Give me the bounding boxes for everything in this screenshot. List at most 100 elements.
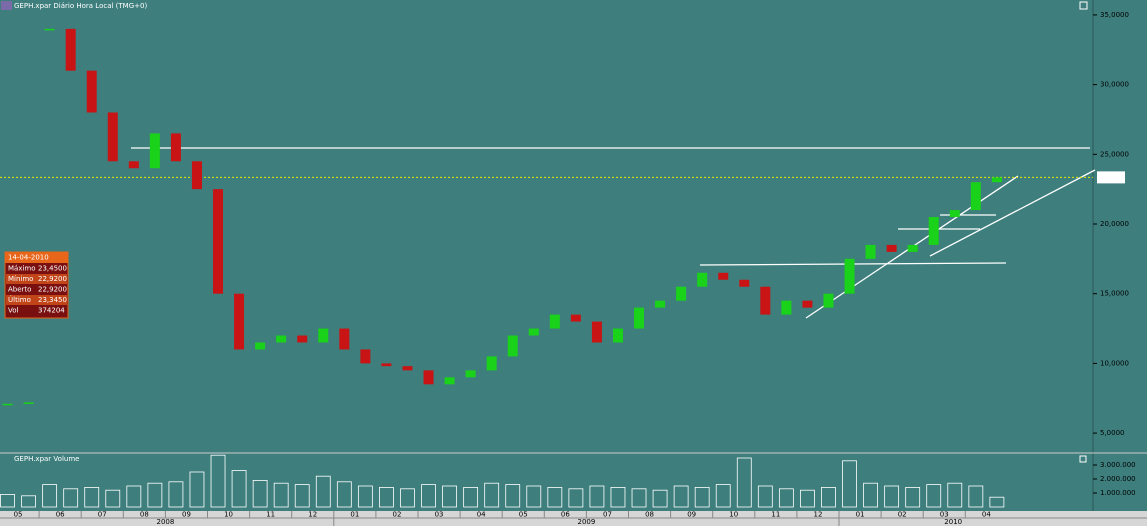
volume-bar xyxy=(63,488,79,508)
candle xyxy=(655,300,666,308)
candle xyxy=(844,258,855,294)
volume-bar xyxy=(294,484,310,508)
candle xyxy=(486,356,497,371)
candle xyxy=(907,244,918,252)
volume-bar xyxy=(442,485,457,508)
volume-bar xyxy=(484,482,500,508)
volume-bar xyxy=(189,471,205,508)
x-tick-label: 02 xyxy=(898,511,907,519)
candle xyxy=(170,133,181,162)
x-tick-label: 08 xyxy=(645,511,654,519)
candle xyxy=(760,286,771,315)
y-tick-label: 5,0000 xyxy=(1100,429,1125,437)
x-tick-label: 06 xyxy=(56,511,65,519)
candle xyxy=(549,314,560,329)
candle xyxy=(570,314,581,322)
volume-bar xyxy=(147,482,163,508)
volume-bar xyxy=(610,486,626,508)
volume-bar xyxy=(778,488,794,508)
candle xyxy=(528,328,539,336)
volume-bar xyxy=(673,485,689,508)
x-tick-label: 11 xyxy=(266,511,275,519)
y-tick-label: 30,0000 xyxy=(1100,81,1129,89)
info-label: Mínimo xyxy=(8,275,33,283)
info-panel: 14-04-2010 xyxy=(4,251,69,319)
volume-bar xyxy=(168,481,184,508)
volume-bar xyxy=(589,485,605,508)
volume-title: GEPH.xpar Volume xyxy=(14,455,79,463)
candle xyxy=(360,349,371,364)
y-tick-label: 1.000.000 xyxy=(1100,489,1136,497)
candle xyxy=(339,328,350,350)
x-tick-label: 06 xyxy=(561,511,570,519)
x-tick-label: 03 xyxy=(940,511,949,519)
candle xyxy=(191,161,202,190)
y-tick-label: 25,0000 xyxy=(1100,150,1129,158)
candle xyxy=(865,244,876,259)
x-tick-label: 02 xyxy=(392,511,401,519)
window-button[interactable] xyxy=(1079,455,1087,463)
x-tick-label: 10 xyxy=(729,511,738,519)
volume-bar xyxy=(715,484,731,508)
volume-bar xyxy=(757,485,773,508)
info-label: Último xyxy=(8,295,31,304)
volume-bar xyxy=(568,488,584,508)
volume-bar xyxy=(231,470,247,508)
x-tick-label: 05 xyxy=(14,511,23,519)
volume-bar xyxy=(842,460,857,508)
volume-bar xyxy=(42,484,58,508)
info-row-bg xyxy=(6,295,67,305)
candle xyxy=(676,286,687,301)
candle xyxy=(297,335,308,343)
x-tick-label: 03 xyxy=(435,511,444,519)
volume-bar xyxy=(631,488,647,508)
x-tick-label: 12 xyxy=(308,511,317,519)
volume-bar xyxy=(252,479,268,508)
candle xyxy=(465,370,476,378)
window-button[interactable] xyxy=(1079,1,1088,10)
volume-bar xyxy=(821,486,836,508)
candle xyxy=(86,70,97,113)
candle xyxy=(423,370,434,385)
candle xyxy=(591,321,602,343)
last-price-box xyxy=(1097,171,1125,184)
info-value: 22,9200 xyxy=(38,275,67,283)
info-label: Vol xyxy=(8,307,19,315)
candle xyxy=(234,293,245,350)
trendline xyxy=(929,169,1096,257)
volume-bar xyxy=(421,484,436,508)
volume-bar xyxy=(905,486,921,508)
candle xyxy=(991,177,1002,183)
candle xyxy=(949,210,960,218)
x-tick-label: 01 xyxy=(350,511,359,519)
x-tick-label: 07 xyxy=(603,511,612,519)
volume-bar xyxy=(884,485,900,508)
volume-bar xyxy=(336,481,352,508)
candle xyxy=(318,328,329,343)
icon xyxy=(1,1,12,10)
volume-bar xyxy=(379,486,394,508)
info-value: 22,9200 xyxy=(38,286,67,294)
info-value: 23,3450 xyxy=(38,296,67,304)
candle xyxy=(802,300,813,308)
volume-bar xyxy=(105,489,121,508)
info-label: Máximo xyxy=(8,265,36,273)
x-tick-label: 12 xyxy=(813,511,822,519)
candle xyxy=(107,112,118,162)
volume-bar xyxy=(652,489,668,508)
candle xyxy=(23,402,34,404)
x-tick-label: 11 xyxy=(771,511,780,519)
volume-bar xyxy=(357,485,373,508)
volume-bar xyxy=(126,485,142,508)
y-tick-label: 10,0000 xyxy=(1100,359,1129,367)
x-tick-label: 09 xyxy=(687,511,696,519)
info-row-bg xyxy=(6,274,67,284)
candle xyxy=(718,272,729,280)
chart-title: GEPH.xpar Diário Hora Local (TMG+0) xyxy=(14,2,147,10)
info-label: Aberto xyxy=(8,286,31,294)
y-tick-label: 2.000.000 xyxy=(1100,475,1136,483)
info-header xyxy=(5,252,68,263)
x-tick-label: 08 xyxy=(140,511,149,519)
volume-bar xyxy=(800,489,815,508)
